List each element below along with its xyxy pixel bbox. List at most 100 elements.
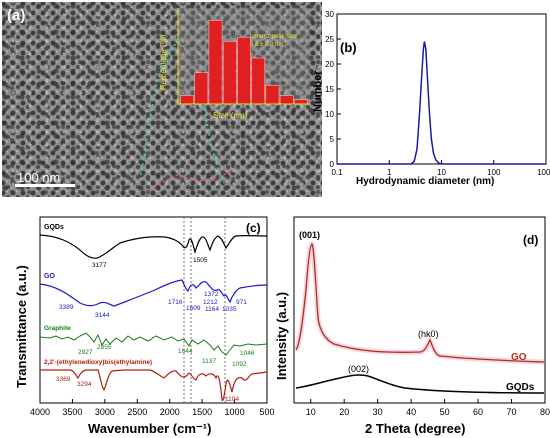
peak-graphite-2855: 2855: [97, 344, 112, 351]
peak-go-1164: 1164: [205, 306, 219, 313]
panel-b-frame: [336, 13, 547, 165]
panel-b-xtick-label: 1000: [537, 168, 550, 177]
series-line-amine: [40, 369, 268, 402]
label-go: GO: [44, 273, 55, 280]
label-amine: 2,2'-(ethylenedioxy)bis(ethylamine): [44, 359, 152, 366]
scale-bar-label: 100 nm: [17, 170, 60, 185]
legend-go: GO: [511, 352, 527, 363]
peak-gqds-1505: 1505: [193, 257, 208, 264]
inset-bar-10: [294, 99, 308, 105]
panel-d: (d) Intensity (a.u.) 2 Theta (degree) 10…: [274, 216, 550, 436]
panel-c-ticks: 4000 3500 3000 2500 2000 1500 1000 500: [30, 399, 275, 417]
label-gqds: GQDs: [44, 224, 64, 231]
inset-histogram: Percentage (%) Size (nm) Lorentz peak si…: [139, 8, 310, 191]
panel-c-xtick-label: 4000: [30, 407, 50, 417]
inset-trace-right: [204, 103, 226, 186]
peak-graphite-1046: 1046: [240, 350, 255, 357]
inset-trace-left: [139, 39, 179, 181]
peak-graphite-1137: 1137: [202, 358, 216, 365]
inset-bar-2: [180, 95, 194, 105]
label-graphite: Graphite: [44, 325, 71, 332]
annotation-002: (002): [348, 364, 369, 374]
inset-xlabel: Size (nm): [213, 111, 248, 120]
panel-d-ylabel: Intensity (a.u.): [274, 292, 289, 380]
panel-d-xtick-label: 50: [440, 407, 450, 417]
panel-d-frame: [293, 216, 546, 404]
panel-d-xtick-label: 80: [540, 407, 550, 417]
panel-b-ytick-label: 5: [330, 135, 335, 144]
panel-d-xtick-label: 60: [473, 407, 483, 417]
panel-b-ytick-label: 20: [325, 60, 334, 69]
inset-bar-7: [251, 57, 266, 105]
inset-bar-3: [194, 72, 209, 105]
panel-d-label: (d): [523, 233, 538, 247]
series-line-go: [295, 243, 545, 363]
panel-c-xtick-label: 3000: [95, 407, 115, 417]
panel-b: (b) Number Hydrodynamic diameter (nm) 0.…: [312, 10, 550, 187]
panel-c: (c) Transmittance (a.u.) Wavenumber (cm⁻…: [14, 216, 275, 436]
panel-b-xtick-label: 0.1: [331, 168, 343, 177]
peak-gqds-3177: 3177: [92, 262, 107, 269]
panel-b-ytick-label: 25: [325, 35, 334, 44]
series-line-gqds: [39, 234, 268, 259]
panel-d-xtick-label: 20: [339, 407, 349, 417]
panel-d-xtick-label: 70: [507, 407, 517, 417]
panel-b-xtick-label: 1: [387, 168, 392, 177]
inset-legend-line1: Lorentz peak size: [250, 34, 298, 40]
peak-graphite-1644: 1644: [178, 348, 193, 355]
panel-b-ylabel: Number: [312, 70, 324, 112]
peak-go-1212: 1212: [203, 299, 218, 306]
panel-b-xtick-label: 100: [487, 168, 501, 177]
inset-bar-4: [208, 20, 223, 105]
panel-b-ytick-label: 30: [325, 10, 334, 19]
panel-c-xtick-label: 500: [259, 407, 274, 417]
peak-amine-3294: 3294: [77, 381, 92, 388]
panel-c-xtick-label: 1500: [192, 407, 212, 417]
panel-c-xlabel: Wavenumber (cm⁻¹): [88, 421, 211, 436]
panel-a-label: (a): [7, 7, 25, 24]
peak-go-971: 971: [236, 299, 247, 306]
peak-go-1372: 1372: [204, 291, 219, 298]
panel-d-xlabel: 2 Theta (degree): [365, 421, 465, 436]
panel-c-xtick-label: 2000: [160, 407, 180, 417]
panel-b-ytick-label: 0: [330, 160, 335, 169]
series-line-graphite: [39, 332, 268, 356]
series-line-gqds: [295, 374, 545, 394]
panel-a: (a) 100 nm Percentage (%) Size (nm) Lore…: [2, 2, 322, 197]
peak-amine-1104: 1104: [225, 396, 239, 403]
inset-bar-8: [265, 84, 280, 105]
inset-bar-9: [279, 95, 294, 105]
annotation-hk0: (hk0): [418, 329, 439, 339]
panel-c-xtick-label: 3500: [62, 407, 82, 417]
panel-b-xlabel: Hydrodynamic diameter (nm): [356, 176, 494, 187]
peak-go-1035: 1035: [222, 306, 237, 313]
panel-c-xtick-label: 2500: [127, 407, 147, 417]
panel-b-series-line: [337, 41, 546, 165]
inset-bar-6: [237, 36, 251, 105]
peak-amine-3369: 3369: [56, 376, 71, 383]
legend-gqds: GQDs: [506, 382, 535, 393]
peak-go-3144: 3144: [95, 312, 110, 319]
panel-c-xtick-label: 1000: [225, 407, 245, 417]
peak-go-3389: 3389: [59, 304, 74, 311]
panel-d-xtick-label: 10: [306, 407, 316, 417]
panel-c-label: (c): [246, 221, 261, 235]
panel-b-label: (b): [340, 40, 357, 55]
panel-d-xtick-label: 40: [406, 407, 416, 417]
peak-graphite-1092: 1092: [232, 361, 247, 368]
scale-bar: [15, 184, 75, 187]
panel-b-ytick-label: 10: [325, 110, 334, 119]
peak-graphite-2927: 2927: [78, 349, 93, 356]
peak-go-1716: 1716: [168, 299, 183, 306]
annotation-001: (001): [299, 230, 320, 240]
inset-bar-5: [222, 41, 237, 105]
panel-b-xtick-label: 10: [437, 168, 446, 177]
panel-d-xtick-label: 30: [373, 407, 383, 417]
panel-b-ytick-label: 15: [325, 85, 334, 94]
peak-go-1609: 1609: [186, 305, 201, 312]
series-line-go: [39, 279, 268, 307]
panel-c-ylabel: Transmittance (a.u.): [14, 265, 29, 388]
inset-legend-line2: 4.8 ± 0.3 nm: [250, 42, 283, 48]
panel-d-ticks: 10 20 30 40 50 60 70 80: [306, 399, 550, 417]
